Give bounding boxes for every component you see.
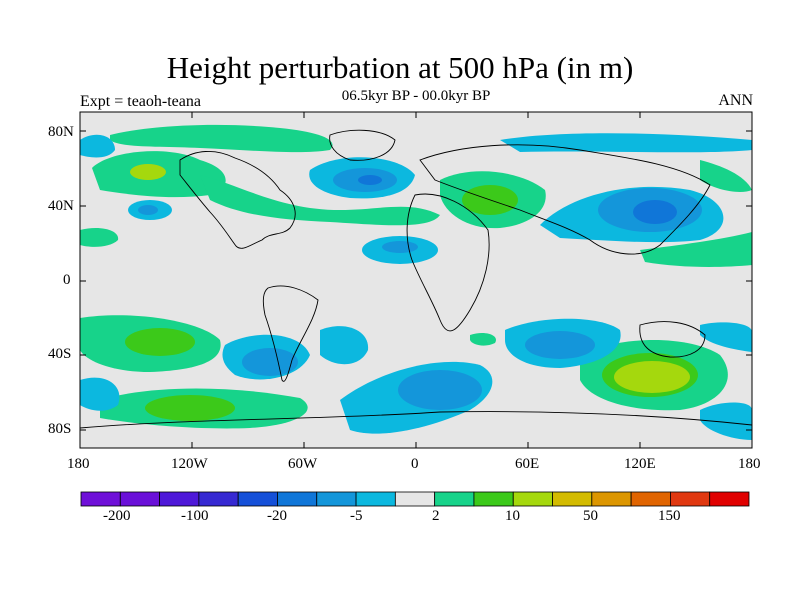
anomaly-tasman bbox=[700, 322, 752, 352]
coast-greenland bbox=[329, 129, 396, 161]
colorbar-swatch bbox=[80, 491, 121, 507]
lon-tick-label: 60W bbox=[288, 456, 318, 472]
anomaly-south-pacific-core bbox=[125, 328, 195, 356]
anomaly-southwest-pacific bbox=[80, 377, 120, 411]
anomaly-amundsen-core bbox=[145, 395, 235, 421]
anomaly-tropical-pacific bbox=[640, 232, 752, 267]
lat-tick-label: 80S bbox=[48, 421, 72, 437]
colorbar-swatch bbox=[552, 491, 593, 507]
lat-tick-label: 40S bbox=[48, 346, 72, 362]
anomaly-southern-ocean-core bbox=[398, 370, 482, 410]
colorbar-swatch bbox=[394, 491, 436, 507]
anomaly-south-indian-core bbox=[614, 361, 690, 393]
anomaly-arctic bbox=[110, 124, 333, 153]
anomaly-sahara-core bbox=[382, 241, 418, 253]
map-field bbox=[80, 112, 752, 448]
colorbar-label: 10 bbox=[505, 508, 520, 524]
lon-tick-label: 180 bbox=[738, 456, 761, 472]
anomaly-pacific-west bbox=[80, 228, 119, 247]
colorbar-swatch bbox=[159, 491, 200, 507]
anomaly-atlantic bbox=[200, 175, 440, 226]
anomaly-ross-sea bbox=[700, 402, 752, 440]
colorbar-label: -5 bbox=[350, 508, 363, 524]
colorbar-swatch bbox=[473, 491, 514, 507]
season-label: ANN bbox=[718, 92, 753, 109]
colorbar-swatch bbox=[277, 491, 318, 507]
colorbar-swatch bbox=[709, 491, 750, 507]
lon-tick-label: 180 bbox=[67, 456, 90, 472]
lat-tick-label: 0 bbox=[63, 272, 71, 288]
colorbar-swatch bbox=[434, 491, 475, 507]
anomaly-bering bbox=[80, 134, 115, 158]
colorbar-swatch bbox=[355, 491, 396, 507]
plot-title: Height perturbation at 500 hPa (in m) bbox=[166, 50, 634, 85]
experiment-label: Expt = teaoh-teana bbox=[80, 93, 201, 110]
colorbar-label: -200 bbox=[103, 508, 131, 524]
anomaly-south-america-core bbox=[242, 348, 298, 376]
colorbar-label: -20 bbox=[267, 508, 287, 524]
lon-tick-label: 120W bbox=[171, 456, 208, 472]
anomaly-alaska-core bbox=[130, 164, 166, 180]
coastlines bbox=[80, 129, 752, 429]
anomaly-asia-core bbox=[633, 200, 677, 224]
lon-tick-label: 120E bbox=[624, 456, 656, 472]
tick-marks bbox=[79, 112, 753, 448]
colorbar-swatch bbox=[630, 491, 671, 507]
coast-eurasia bbox=[419, 144, 711, 255]
lon-tick-label: 60E bbox=[515, 456, 540, 472]
lon-tick-label: 0 bbox=[411, 456, 419, 472]
colorbar-swatch bbox=[198, 491, 239, 507]
coast-antarctica bbox=[80, 411, 752, 429]
colorbar-label: 50 bbox=[583, 508, 598, 524]
colorbar-swatch bbox=[316, 491, 357, 507]
colorbar-swatch bbox=[237, 491, 278, 507]
anomaly-north-atlantic-min bbox=[358, 175, 382, 185]
anomaly-indian-ocean-core bbox=[525, 331, 595, 359]
anomaly-south-atlantic bbox=[320, 326, 369, 365]
colorbar-swatch bbox=[119, 491, 160, 507]
colorbar bbox=[80, 491, 750, 507]
plot-subtitle: 06.5kyr BP - 00.0kyr BP bbox=[341, 88, 491, 104]
coast-south-america bbox=[262, 285, 319, 382]
coast-australia bbox=[639, 321, 706, 358]
colorbar-swatch bbox=[670, 491, 711, 507]
anomaly-npacific-core bbox=[138, 205, 158, 215]
colorbar-swatch bbox=[591, 491, 632, 507]
colorbar-label: 2 bbox=[432, 508, 440, 524]
colorbar-swatch bbox=[512, 491, 553, 507]
lat-tick-label: 40N bbox=[48, 198, 74, 214]
coast-north-america bbox=[179, 151, 296, 249]
colorbar-label: 150 bbox=[658, 508, 681, 524]
coast-africa bbox=[406, 193, 490, 332]
colorbar-label: -100 bbox=[181, 508, 209, 524]
lat-tick-label: 80N bbox=[48, 124, 74, 140]
anomaly-nepacific bbox=[700, 160, 752, 192]
anomaly-south-africa bbox=[470, 332, 496, 346]
